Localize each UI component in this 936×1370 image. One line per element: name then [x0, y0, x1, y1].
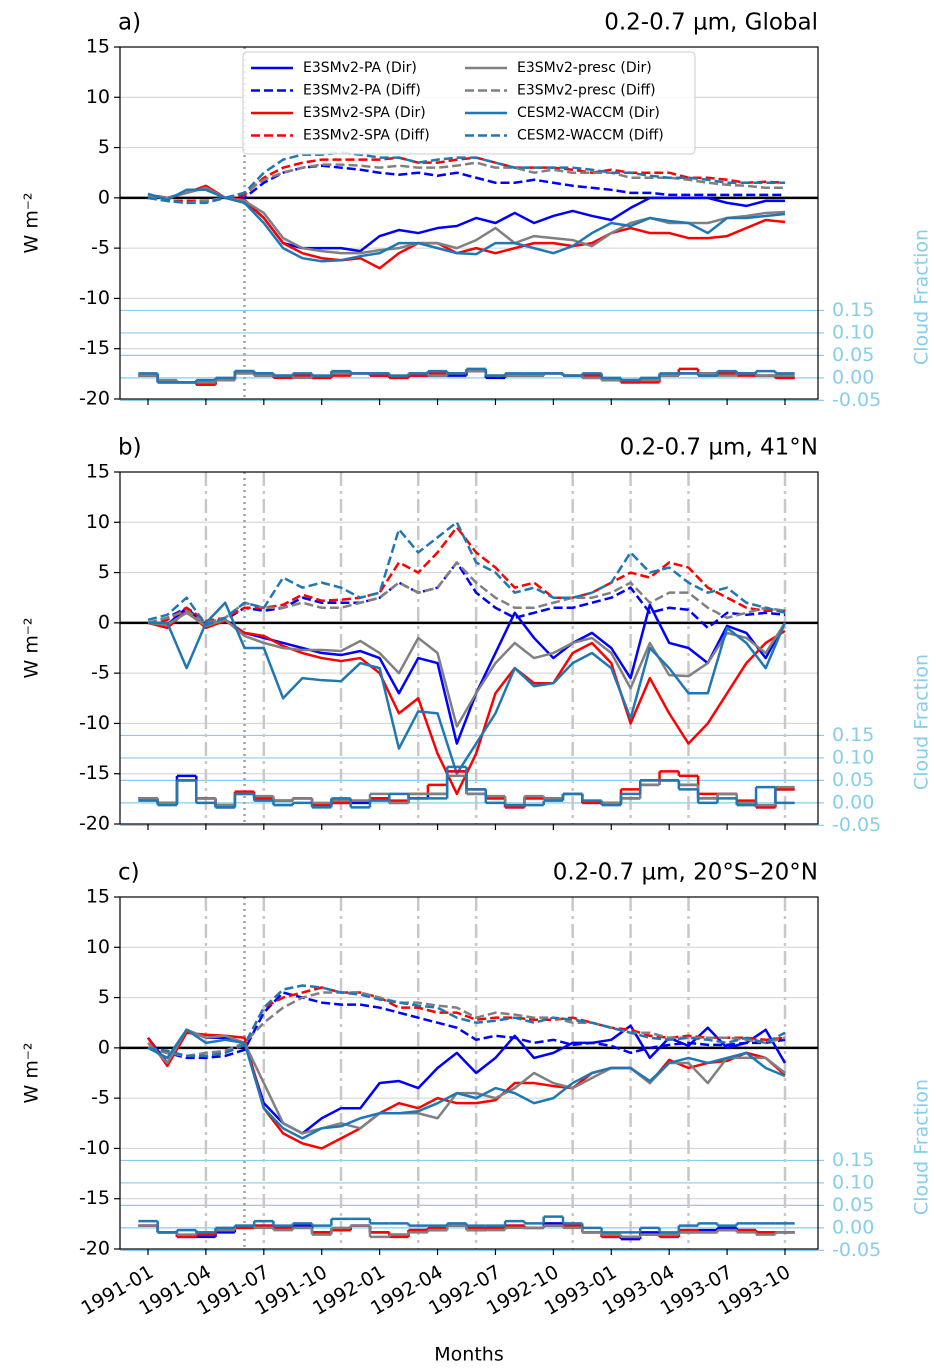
y-tick-label: -5 [91, 662, 110, 684]
y-tick-label: -20 [79, 1238, 110, 1260]
data-line [147, 188, 786, 263]
chart-title: 0.2-0.7 µm, 20°S–20°N [553, 860, 818, 886]
y2-axis-label: Cloud Fraction [911, 229, 933, 365]
y-tick-label: -15 [79, 337, 110, 359]
y2-tick-label: 0.15 [832, 724, 874, 746]
y2-tick-label: -0.05 [832, 814, 881, 836]
legend-label: E3SMv2-SPA (Dir) [303, 105, 426, 121]
legend-label: E3SMv2-presc (Dir) [517, 60, 652, 76]
plot-frame [119, 896, 819, 1250]
y2-tick-label: 0.00 [832, 366, 874, 388]
data-line [147, 151, 785, 205]
y2-axis-label: Cloud Fraction [911, 654, 933, 790]
y2-axis-label: Cloud Fraction [911, 1079, 933, 1215]
legend-label: E3SMv2-PA (Dir) [303, 60, 417, 76]
y2-tick-label: 0.05 [832, 344, 874, 366]
y-tick-label: 0 [98, 611, 110, 633]
y2-tick-label: 0.15 [832, 299, 874, 321]
y-tick-label: 10 [86, 86, 110, 108]
y-tick-label: 15 [86, 886, 110, 908]
y-tick-label: 0 [98, 186, 110, 208]
y-tick-label: -10 [79, 287, 110, 309]
data-line [147, 1028, 786, 1135]
x-axis-label: Months [434, 1344, 503, 1366]
y-tick-label: -5 [91, 1087, 110, 1109]
chart-title: 0.2-0.7 µm, Global [604, 10, 818, 36]
y-axis-label: W m⁻² [21, 193, 43, 254]
panel-label: c) [118, 860, 140, 886]
y-tick-label: -10 [79, 712, 110, 734]
y-tick-label: -15 [79, 1187, 110, 1209]
y-tick-label: 5 [98, 986, 110, 1008]
y-tick-label: 15 [86, 36, 110, 58]
y-tick-label: 10 [86, 511, 110, 533]
y2-tick-label: 0.15 [832, 1149, 874, 1171]
data-line [147, 1028, 786, 1140]
y2-tick-label: 0.10 [832, 1171, 874, 1193]
y2-tick-label: 0.00 [832, 791, 874, 813]
plot-frame [119, 46, 819, 400]
y-tick-label: -15 [79, 762, 110, 784]
data-line [147, 991, 786, 1060]
y2-tick-label: 0.00 [832, 1216, 874, 1238]
y-tick-label: 5 [98, 136, 110, 158]
legend-label: E3SMv2-PA (Diff) [303, 83, 421, 99]
y2-tick-label: 0.10 [832, 321, 874, 343]
legend-label: E3SMv2-SPA (Diff) [303, 128, 430, 144]
y2-tick-label: -0.05 [832, 389, 881, 411]
data-line [147, 991, 786, 1058]
chart-title: 0.2-0.7 µm, 41°N [620, 435, 818, 461]
y-tick-label: -5 [91, 237, 110, 259]
y-tick-label: -20 [79, 813, 110, 835]
y-tick-label: -10 [79, 1137, 110, 1159]
cloud-step-riser [156, 766, 777, 808]
data-line [147, 611, 787, 728]
plot-frame [119, 471, 819, 825]
y-tick-label: 0 [98, 1036, 110, 1058]
legend-frame [242, 51, 696, 155]
data-line [148, 601, 787, 775]
data-line [147, 164, 785, 205]
y-tick-label: 10 [86, 936, 110, 958]
data-line [147, 521, 786, 627]
y-axis-label: W m⁻² [21, 618, 43, 679]
y2-tick-label: 0.05 [832, 769, 874, 791]
y-tick-label: 5 [98, 561, 110, 583]
y2-tick-label: 0.10 [832, 746, 874, 768]
y-axis-label: W m⁻² [21, 1043, 43, 1104]
legend-label: CESM2-WACCM (Diff) [517, 128, 664, 144]
y-tick-label: 15 [86, 461, 110, 483]
panel-label: a) [118, 10, 141, 36]
legend-label: CESM2-WACCM (Dir) [517, 105, 660, 121]
data-line [147, 184, 786, 270]
y2-tick-label: -0.05 [832, 1239, 881, 1261]
legend-label: E3SMv2-presc (Diff) [517, 83, 656, 99]
y2-tick-label: 0.05 [832, 1194, 874, 1216]
data-line [147, 984, 786, 1058]
data-line [147, 561, 786, 630]
y-tick-label: -20 [79, 388, 110, 410]
panel-label: b) [118, 435, 142, 461]
